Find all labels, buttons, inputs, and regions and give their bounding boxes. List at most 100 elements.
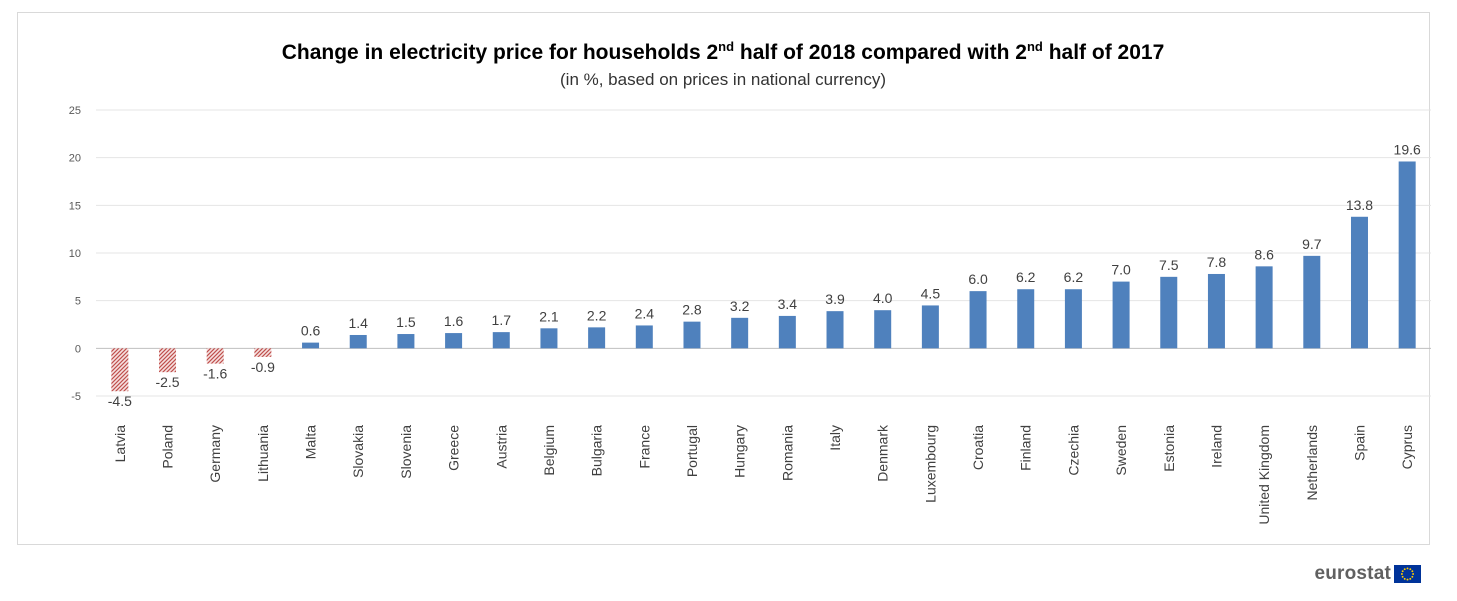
bar-malta	[302, 342, 320, 349]
flag-star	[1406, 578, 1409, 581]
data-label: 2.4	[635, 305, 655, 321]
bar-latvia	[111, 348, 129, 392]
x-category-label: Netherlands	[1304, 425, 1320, 501]
data-label: 6.0	[968, 271, 988, 287]
chart-title: Change in electricity price for househol…	[282, 39, 1165, 64]
bar-netherlands	[1303, 255, 1321, 349]
data-label: 9.7	[1302, 236, 1322, 252]
x-category-label: Austria	[493, 425, 509, 469]
x-category-label: Malta	[303, 425, 319, 459]
eurostat-logo: eurostat	[1314, 563, 1421, 585]
flag-star	[1403, 577, 1406, 580]
flag-star	[1403, 568, 1406, 571]
grid-layer	[96, 109, 1431, 397]
bar-slovakia	[349, 334, 367, 349]
x-category-label: Belgium	[541, 425, 557, 476]
data-label: 1.4	[348, 315, 368, 331]
x-category-label: Portugal	[684, 425, 700, 477]
bar-germany	[206, 348, 224, 364]
y-tick-label: 20	[69, 153, 81, 165]
data-label: 3.9	[825, 291, 845, 307]
bar-ireland	[1207, 273, 1225, 349]
bar-czechia	[1064, 289, 1082, 349]
data-label: 7.5	[1159, 257, 1179, 273]
data-label: 3.4	[778, 296, 798, 312]
y-tick-label: -5	[71, 391, 81, 403]
bar-slovenia	[397, 334, 415, 349]
bar-poland	[159, 348, 177, 373]
y-axis-tick-labels: 25 20 15 10 5 0 -5	[69, 105, 81, 403]
bar-finland	[1017, 289, 1035, 349]
eu-flag-icon	[1394, 565, 1421, 583]
flag-star	[1400, 573, 1403, 575]
x-category-label: France	[636, 425, 652, 469]
chart-title-sup1: nd	[718, 39, 734, 54]
x-category-label: Cyprus	[1399, 425, 1415, 469]
x-category-label: Denmark	[875, 424, 891, 482]
bar-sweden	[1112, 281, 1130, 349]
chart-subtitle: (in %, based on prices in national curre…	[560, 70, 886, 89]
chart-title-part2: half of 2018 compared with 2	[734, 41, 1027, 64]
data-labels: -4.5 -2.5 -1.6 -0.9 0.6 1.4 1.5 1.6 1.7 2.1 2.2 2.4…	[108, 141, 1421, 409]
data-label: 4.5	[921, 285, 941, 301]
bar-portugal	[683, 321, 701, 349]
data-label: 1.5	[396, 314, 416, 330]
flag-star	[1401, 570, 1404, 573]
flag-star	[1409, 577, 1412, 580]
data-label: -4.5	[108, 393, 132, 409]
data-label: 7.0	[1111, 262, 1131, 278]
bar-spain	[1350, 216, 1368, 349]
x-category-label: Slovenia	[398, 425, 414, 479]
bar-united-kingdom	[1255, 266, 1273, 349]
data-label: 3.2	[730, 298, 750, 314]
x-axis-category-labels: Latvia Poland Germany Lithuania Malta Slovaki…	[112, 424, 1415, 525]
chart-svg: Change in electricity price for househol…	[69, 39, 1431, 525]
bar-austria	[492, 332, 510, 349]
x-category-label: Sweden	[1113, 425, 1129, 476]
bar-greece	[445, 333, 463, 349]
x-category-label: Lithuania	[255, 425, 271, 482]
x-category-label: Greece	[446, 425, 462, 471]
flag-star	[1411, 570, 1414, 573]
x-category-label: Romania	[779, 425, 795, 481]
x-category-label: Estonia	[1161, 425, 1177, 472]
x-category-label: Luxembourg	[922, 425, 938, 503]
bar-france	[635, 325, 653, 349]
x-category-label: Ireland	[1208, 425, 1224, 468]
flag-star	[1411, 575, 1414, 578]
flag-star	[1401, 575, 1404, 578]
flag-star	[1406, 567, 1409, 570]
x-category-label: Poland	[160, 425, 176, 469]
chart-title-sup2: nd	[1027, 39, 1043, 54]
bar-belgium	[540, 328, 558, 349]
x-category-label: United Kingdom	[1256, 425, 1272, 525]
x-category-label: Croatia	[970, 425, 986, 470]
bar-cyprus	[1398, 161, 1416, 349]
x-category-label: Germany	[207, 425, 223, 483]
data-label: 6.2	[1016, 269, 1036, 285]
bar-romania	[778, 315, 796, 349]
data-label: 0.6	[301, 323, 321, 339]
chart-frame: Change in electricity price for househol…	[17, 12, 1431, 545]
bar-croatia	[969, 291, 987, 349]
y-tick-label: 0	[75, 343, 81, 355]
flag-star	[1412, 573, 1415, 575]
y-tick-label: 15	[69, 200, 81, 212]
bar-estonia	[1160, 276, 1178, 349]
data-label: 19.6	[1394, 141, 1421, 157]
eurostat-logo-word: eurostat	[1314, 563, 1391, 584]
data-label: 2.8	[682, 302, 702, 318]
bar-lithuania	[254, 348, 272, 357]
data-label: -0.9	[251, 359, 275, 375]
data-label: 1.7	[492, 312, 512, 328]
x-category-label: Czechia	[1065, 425, 1081, 476]
data-label: 2.2	[587, 307, 607, 323]
data-label: 7.8	[1207, 254, 1227, 270]
x-category-label: Finland	[1018, 425, 1034, 471]
y-tick-label: 5	[75, 296, 81, 308]
chart-title-part3: half of 2017	[1043, 41, 1164, 64]
data-label: 6.2	[1064, 269, 1084, 285]
chart-title-part1: Change in electricity price for househol…	[282, 41, 718, 64]
x-category-label: Latvia	[112, 425, 128, 463]
data-label: 2.1	[539, 308, 559, 324]
